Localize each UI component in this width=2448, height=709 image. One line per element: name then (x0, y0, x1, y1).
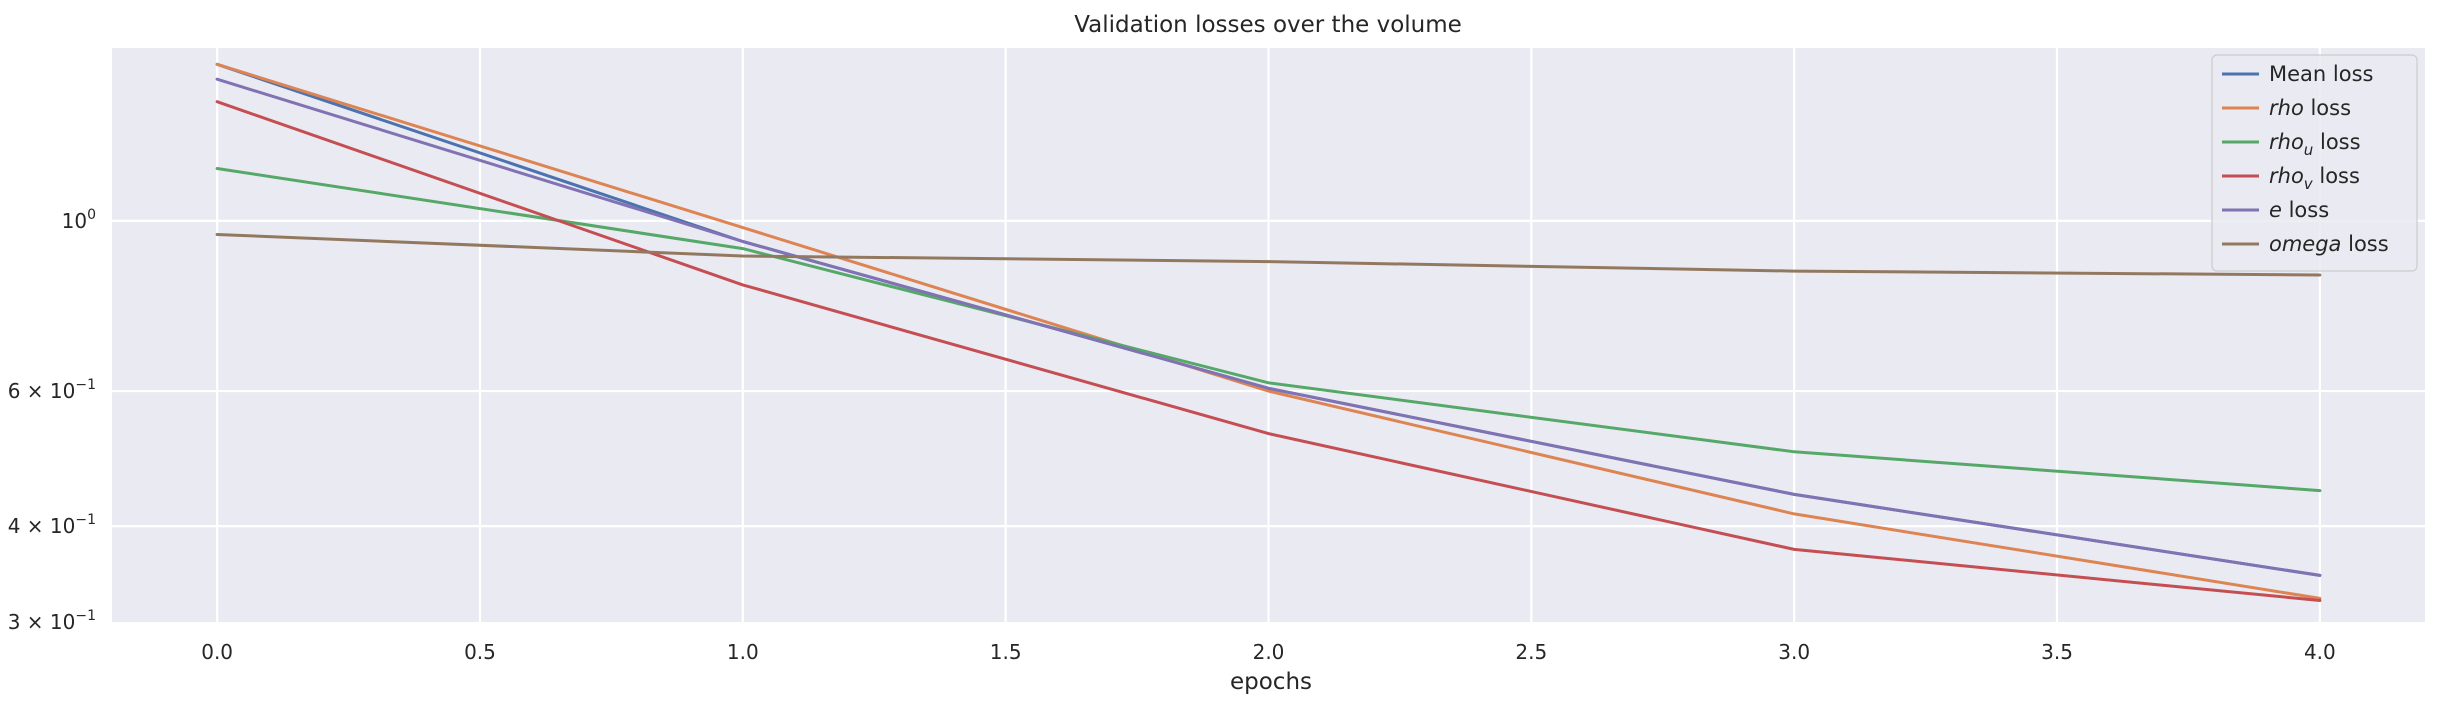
x-axis-label: epochs (1230, 669, 1312, 695)
x-tick-label: 2.0 (1253, 640, 1285, 664)
x-tick-label: 4.0 (2304, 640, 2336, 664)
x-tick-label: 1.5 (990, 640, 1022, 664)
x-tick-label: 2.5 (1515, 640, 1547, 664)
legend-box (2211, 54, 2418, 272)
x-tick-label: 1.0 (727, 640, 759, 664)
series-line (215, 77, 2322, 577)
y-tick-label: 3 × 10−1 (8, 608, 96, 634)
series-line (215, 100, 2322, 602)
legend-label: e loss (2269, 198, 2329, 222)
x-tick-labels: 0.0 0.5 1.0 1.5 2.0 2.5 3.0 3.5 4.0 (201, 640, 2336, 664)
x-tick-label: 3.0 (1778, 640, 1810, 664)
x-tick-label: 0.0 (201, 640, 233, 664)
series-line (215, 62, 2322, 600)
legend-label: Mean loss (2269, 62, 2373, 86)
y-tick-label: 100 (62, 207, 96, 233)
legend-label: omega loss (2269, 232, 2389, 256)
legend: Mean loss rho loss rhou loss rhov loss e los… (2211, 54, 2418, 272)
series-lines (215, 62, 2322, 602)
y-tick-label: 6 × 10−1 (8, 377, 96, 403)
legend-label: rhou loss (2269, 130, 2361, 159)
legend-label: rho loss (2269, 96, 2351, 120)
x-tick-label: 0.5 (464, 640, 496, 664)
series-line (215, 233, 2322, 277)
series-line (215, 167, 2322, 493)
chart-title: Validation losses over the volume (1074, 12, 1462, 38)
x-tick-label: 3.5 (2041, 640, 2073, 664)
legend-label: rhov loss (2269, 164, 2360, 193)
y-tick-labels: 100 6 × 10−1 4 × 10−1 3 × 10−1 (8, 207, 96, 634)
y-tick-label: 4 × 10−1 (8, 512, 96, 538)
